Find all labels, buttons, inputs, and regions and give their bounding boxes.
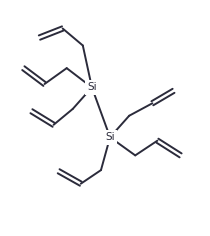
- Text: Si: Si: [87, 82, 97, 93]
- Text: Si: Si: [105, 132, 115, 142]
